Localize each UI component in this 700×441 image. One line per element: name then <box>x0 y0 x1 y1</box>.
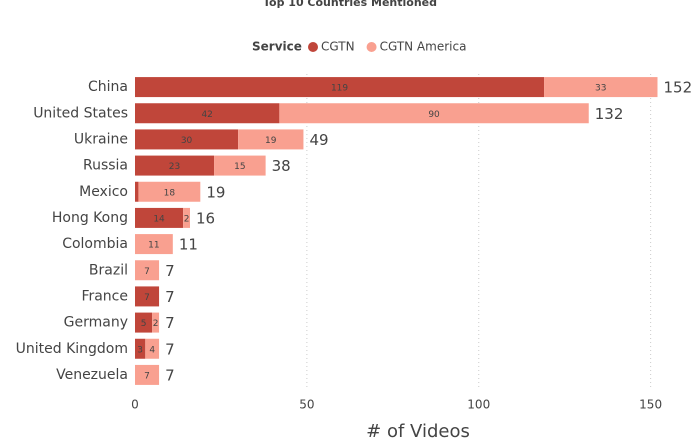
total-label: 7 <box>165 314 175 332</box>
data-label: 4 <box>149 345 155 355</box>
bar-segment <box>135 312 153 333</box>
data-label: 2 <box>153 319 159 329</box>
x-tick-label: 100 <box>467 398 490 412</box>
data-label: 2 <box>184 214 190 224</box>
bar-segment <box>135 338 146 359</box>
legend-label: CGTN <box>321 40 355 54</box>
total-label: 38 <box>272 157 291 175</box>
y-tick-label: Brazil <box>89 262 128 278</box>
total-label: 11 <box>179 236 198 254</box>
bar-segment <box>135 129 239 150</box>
legend-label: CGTN America <box>380 40 467 54</box>
bar-segment <box>135 103 280 124</box>
y-tick-label: United Kingdom <box>16 341 128 357</box>
data-label: 7 <box>144 267 150 277</box>
y-tick-label: Venezuela <box>56 367 128 383</box>
x-tick-label: 0 <box>131 398 139 412</box>
y-tick-label: China <box>88 79 128 95</box>
data-label: 3 <box>137 345 143 355</box>
x-axis-label: # of Videos <box>366 421 470 441</box>
y-tick-label: France <box>81 288 128 304</box>
total-label: 7 <box>165 288 175 306</box>
y-tick-label: Russia <box>83 158 128 174</box>
total-label: 132 <box>595 105 624 123</box>
data-label: 7 <box>144 293 150 303</box>
bar-segment <box>135 181 139 202</box>
total-label: 19 <box>206 183 225 201</box>
bar-segment <box>279 103 589 124</box>
y-tick-label: Germany <box>64 315 128 331</box>
bar-segment <box>135 260 160 281</box>
legend-swatch <box>366 42 377 52</box>
bar-segment <box>152 312 160 333</box>
data-label: 19 <box>265 136 277 146</box>
bar-segment <box>544 77 658 98</box>
y-tick-label: Colombia <box>62 236 128 252</box>
y-tick-label: Mexico <box>79 184 128 200</box>
bar-segment <box>135 234 173 255</box>
data-label: 33 <box>595 84 606 94</box>
bar-segment <box>135 155 215 176</box>
data-label: 90 <box>428 110 440 120</box>
x-tick-label: 50 <box>299 398 314 412</box>
data-label: 42 <box>201 110 212 120</box>
total-label: 7 <box>165 366 175 384</box>
data-label: 15 <box>234 162 245 172</box>
bar-segment <box>214 155 266 176</box>
bar-segment <box>135 207 184 228</box>
legend-title: Service <box>252 40 302 54</box>
bar-segment <box>135 286 160 307</box>
bar-segment <box>135 364 160 385</box>
data-label: 30 <box>181 136 193 146</box>
bar-segment <box>183 207 190 228</box>
y-tick-label: Hong Kong <box>52 210 128 226</box>
total-label: 152 <box>664 79 693 97</box>
chart-title: Top 10 Countries Mentioned <box>263 0 437 9</box>
bar-segment <box>238 129 304 150</box>
total-label: 16 <box>196 209 215 227</box>
bar-segment <box>138 181 201 202</box>
data-label: 14 <box>153 214 165 224</box>
total-label: 7 <box>165 262 175 280</box>
total-label: 49 <box>309 131 328 149</box>
data-label: 5 <box>141 319 147 329</box>
data-label: 119 <box>331 84 348 94</box>
y-tick-label: Ukraine <box>74 131 128 147</box>
x-tick-label: 150 <box>639 398 662 412</box>
data-label: 7 <box>144 371 150 381</box>
total-label: 7 <box>165 340 175 358</box>
bar-segment <box>145 338 160 359</box>
data-label: 23 <box>169 162 180 172</box>
y-tick-label: United States <box>33 105 128 121</box>
legend-swatch <box>308 42 318 52</box>
data-label: 18 <box>164 188 176 198</box>
data-label: 11 <box>148 241 159 251</box>
bar-segment <box>135 77 545 98</box>
